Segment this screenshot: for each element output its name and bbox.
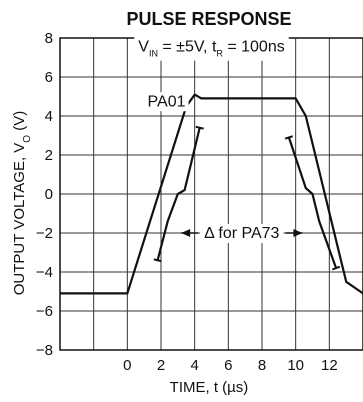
series-pa73-segment-1 bbox=[156, 127, 201, 261]
y-axis-label: OUTPUT VOLTAGE, VO (V) bbox=[11, 111, 33, 295]
series-layer bbox=[60, 93, 363, 295]
y-tick-label: 0 bbox=[45, 186, 53, 203]
delta-arrow-right-head bbox=[293, 229, 303, 237]
y-axis-label-suffix: (V) bbox=[11, 111, 28, 135]
y-axis-label-prefix: OUTPUT VOLTAGE, V bbox=[11, 143, 28, 296]
condition-subscript: R bbox=[216, 49, 223, 59]
condition-text: V bbox=[138, 39, 149, 56]
series-pa01-line bbox=[60, 93, 363, 295]
pa01-label-background bbox=[144, 92, 189, 112]
y-tick-label: 2 bbox=[45, 147, 53, 164]
test-condition-label: VIN = ±5V, tR = 100ns bbox=[138, 39, 284, 59]
y-tick-label: 8 bbox=[45, 30, 53, 47]
x-tick-label: 12 bbox=[321, 357, 338, 374]
x-tick-label: 2 bbox=[157, 357, 165, 374]
condition-text: = 100ns bbox=[223, 39, 285, 56]
pa73-delta-label: Δ for PA73 bbox=[204, 225, 279, 242]
y-axis-label-subscript: O bbox=[22, 135, 33, 143]
pa73-end-tick bbox=[284, 135, 294, 140]
x-tick-label: 10 bbox=[287, 357, 304, 374]
condition-label-background bbox=[134, 36, 289, 61]
pa01-label: PA01 bbox=[148, 93, 186, 110]
x-tick-label: 0 bbox=[123, 357, 131, 374]
pa73-end-tick bbox=[153, 258, 162, 263]
grid bbox=[60, 38, 363, 350]
pa73-end-tick bbox=[331, 265, 341, 271]
y-tick-label: −2 bbox=[36, 225, 53, 242]
y-tick-label: −6 bbox=[36, 303, 53, 320]
condition-text: = ±5V, t bbox=[158, 39, 217, 56]
chart-title: PULSE RESPONSE bbox=[126, 9, 291, 29]
pa73-label-background bbox=[200, 224, 284, 243]
annotations: VIN = ±5V, tR = 100ns PA01 Δ for PA73 bbox=[134, 36, 303, 243]
x-tick-label: 8 bbox=[258, 357, 266, 374]
x-tick-label: 6 bbox=[224, 357, 232, 374]
pa73-end-tick bbox=[195, 125, 204, 130]
y-tick-label: −4 bbox=[36, 264, 53, 281]
delta-arrow-left-head bbox=[181, 229, 191, 237]
x-axis-label: TIME, t (µs) bbox=[170, 379, 249, 396]
condition-subscript: IN bbox=[149, 49, 158, 59]
tick-labels: −8 −6 −4 −2 0 2 4 6 8 0 2 4 6 8 10 12 bbox=[36, 30, 338, 374]
series-pa73-segment-2 bbox=[287, 137, 338, 269]
y-tick-label: 6 bbox=[45, 69, 53, 86]
x-tick-label: 4 bbox=[190, 357, 198, 374]
y-tick-label: 4 bbox=[45, 108, 53, 125]
y-tick-label: −8 bbox=[36, 342, 53, 359]
